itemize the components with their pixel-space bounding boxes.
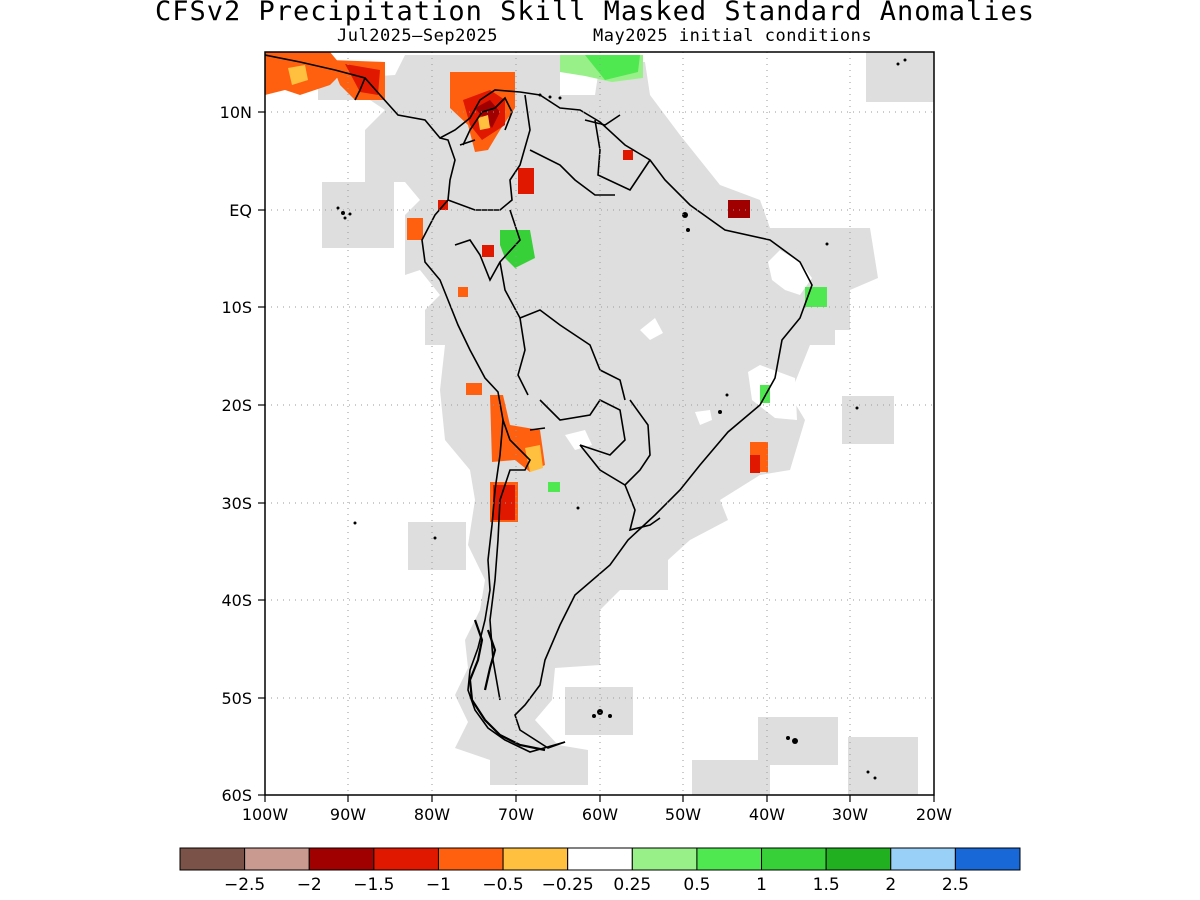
lat-label: 20S xyxy=(221,396,252,415)
colorbar-swatch xyxy=(179,847,246,871)
colorbar-swatch xyxy=(696,847,763,871)
lat-label: 10N xyxy=(220,103,252,122)
colorbar-label: 0.5 xyxy=(683,875,710,895)
lat-label: 60S xyxy=(221,786,252,805)
colorbar-label: 0.25 xyxy=(613,875,651,895)
lat-label: 50S xyxy=(221,689,252,708)
map-title: CFSv2 Precipitation Skill Masked Standar… xyxy=(154,0,1036,27)
lon-label: 60W xyxy=(582,805,618,824)
colorbar-swatch xyxy=(761,847,827,871)
lon-label: 50W xyxy=(665,805,701,824)
lat-label: EQ xyxy=(229,201,252,220)
colorbar-label: −2.5 xyxy=(224,875,265,895)
patagonian-archipelago xyxy=(468,619,546,752)
colorbar-label: −2 xyxy=(297,875,322,895)
colorbar-label: 1.5 xyxy=(813,875,840,895)
skill-mask-region xyxy=(318,52,934,795)
colorbar-swatch xyxy=(437,847,504,871)
colorbar-swatch xyxy=(631,847,698,871)
colorbar-swatch xyxy=(890,847,956,871)
colorbar-swatch xyxy=(954,847,1021,871)
lon-label: 90W xyxy=(330,805,366,824)
initial-conditions: May2025 initial conditions xyxy=(593,26,873,46)
colorbar-swatch xyxy=(567,847,633,871)
negative-anomalies xyxy=(265,52,768,522)
colorbar-swatch xyxy=(373,847,439,871)
colorbar-label: −0.25 xyxy=(542,875,594,895)
coastlines xyxy=(265,54,813,753)
colorbar-label: 1 xyxy=(756,875,767,895)
colorbar-swatch xyxy=(308,847,375,871)
lat-label: 30S xyxy=(221,494,252,513)
lon-label: 40W xyxy=(749,805,785,824)
positive-anomalies xyxy=(500,55,827,492)
lon-label: 100W xyxy=(242,805,289,824)
latitude-labels: 10N EQ 10S 20S 30S 40S 50S 60S xyxy=(220,103,252,805)
longitude-labels: 100W 90W 80W 70W 60W 50W 40W 30W 20W xyxy=(242,805,952,824)
colorbar-label: −1 xyxy=(426,875,451,895)
axis-ticks xyxy=(258,111,935,802)
neutral-areas xyxy=(565,250,812,450)
colorbar-swatch xyxy=(502,847,569,871)
lon-label: 30W xyxy=(832,805,868,824)
colorbar-label: 2 xyxy=(885,875,896,895)
colorbar-swatch xyxy=(825,847,892,871)
lat-label: 10S xyxy=(221,298,252,317)
colorbar: −2.5 −2 −1.5 −1 −0.5 −0.25 0.25 0.5 1 1.5 2 2.5 xyxy=(179,847,1021,895)
lon-label: 20W xyxy=(916,805,952,824)
valid-period: Jul2025–Sep2025 xyxy=(337,26,499,46)
colorbar-label: −0.5 xyxy=(482,875,523,895)
colorbar-swatch xyxy=(244,847,310,871)
lon-label: 70W xyxy=(498,805,534,824)
lon-label: 80W xyxy=(414,805,450,824)
lat-label: 40S xyxy=(221,591,252,610)
colorbar-label: −1.5 xyxy=(353,875,394,895)
colorbar-label: 2.5 xyxy=(942,875,969,895)
